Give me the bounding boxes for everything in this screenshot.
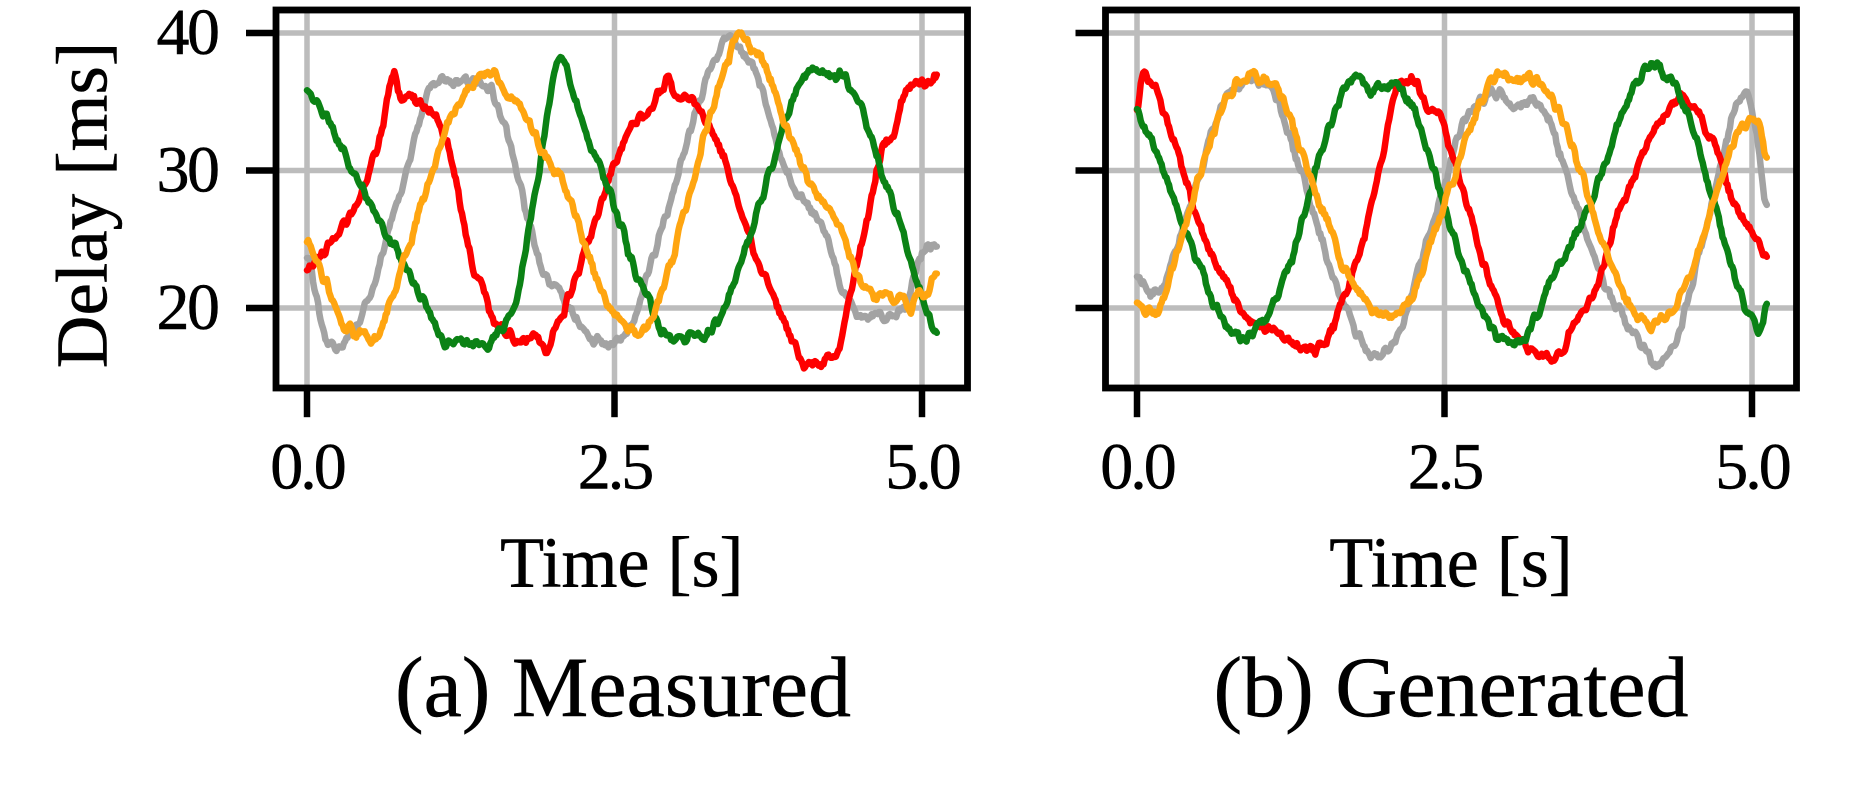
svg-text:20: 20 (157, 271, 219, 344)
svg-text:(a) Measured: (a) Measured (395, 639, 851, 735)
svg-text:Time [s]: Time [s] (500, 523, 743, 603)
svg-text:5.0: 5.0 (1715, 431, 1790, 504)
svg-text:40: 40 (157, 0, 219, 69)
svg-text:(b) Generated: (b) Generated (1213, 639, 1688, 735)
svg-text:2.5: 2.5 (578, 431, 653, 504)
svg-text:0.0: 0.0 (270, 431, 345, 504)
svg-text:5.0: 5.0 (885, 431, 960, 504)
svg-text:2.5: 2.5 (1408, 431, 1483, 504)
svg-text:30: 30 (157, 133, 219, 206)
svg-text:0.0: 0.0 (1100, 431, 1175, 504)
svg-text:Time [s]: Time [s] (1329, 523, 1572, 603)
svg-text:Delay [ms]: Delay [ms] (42, 42, 123, 368)
